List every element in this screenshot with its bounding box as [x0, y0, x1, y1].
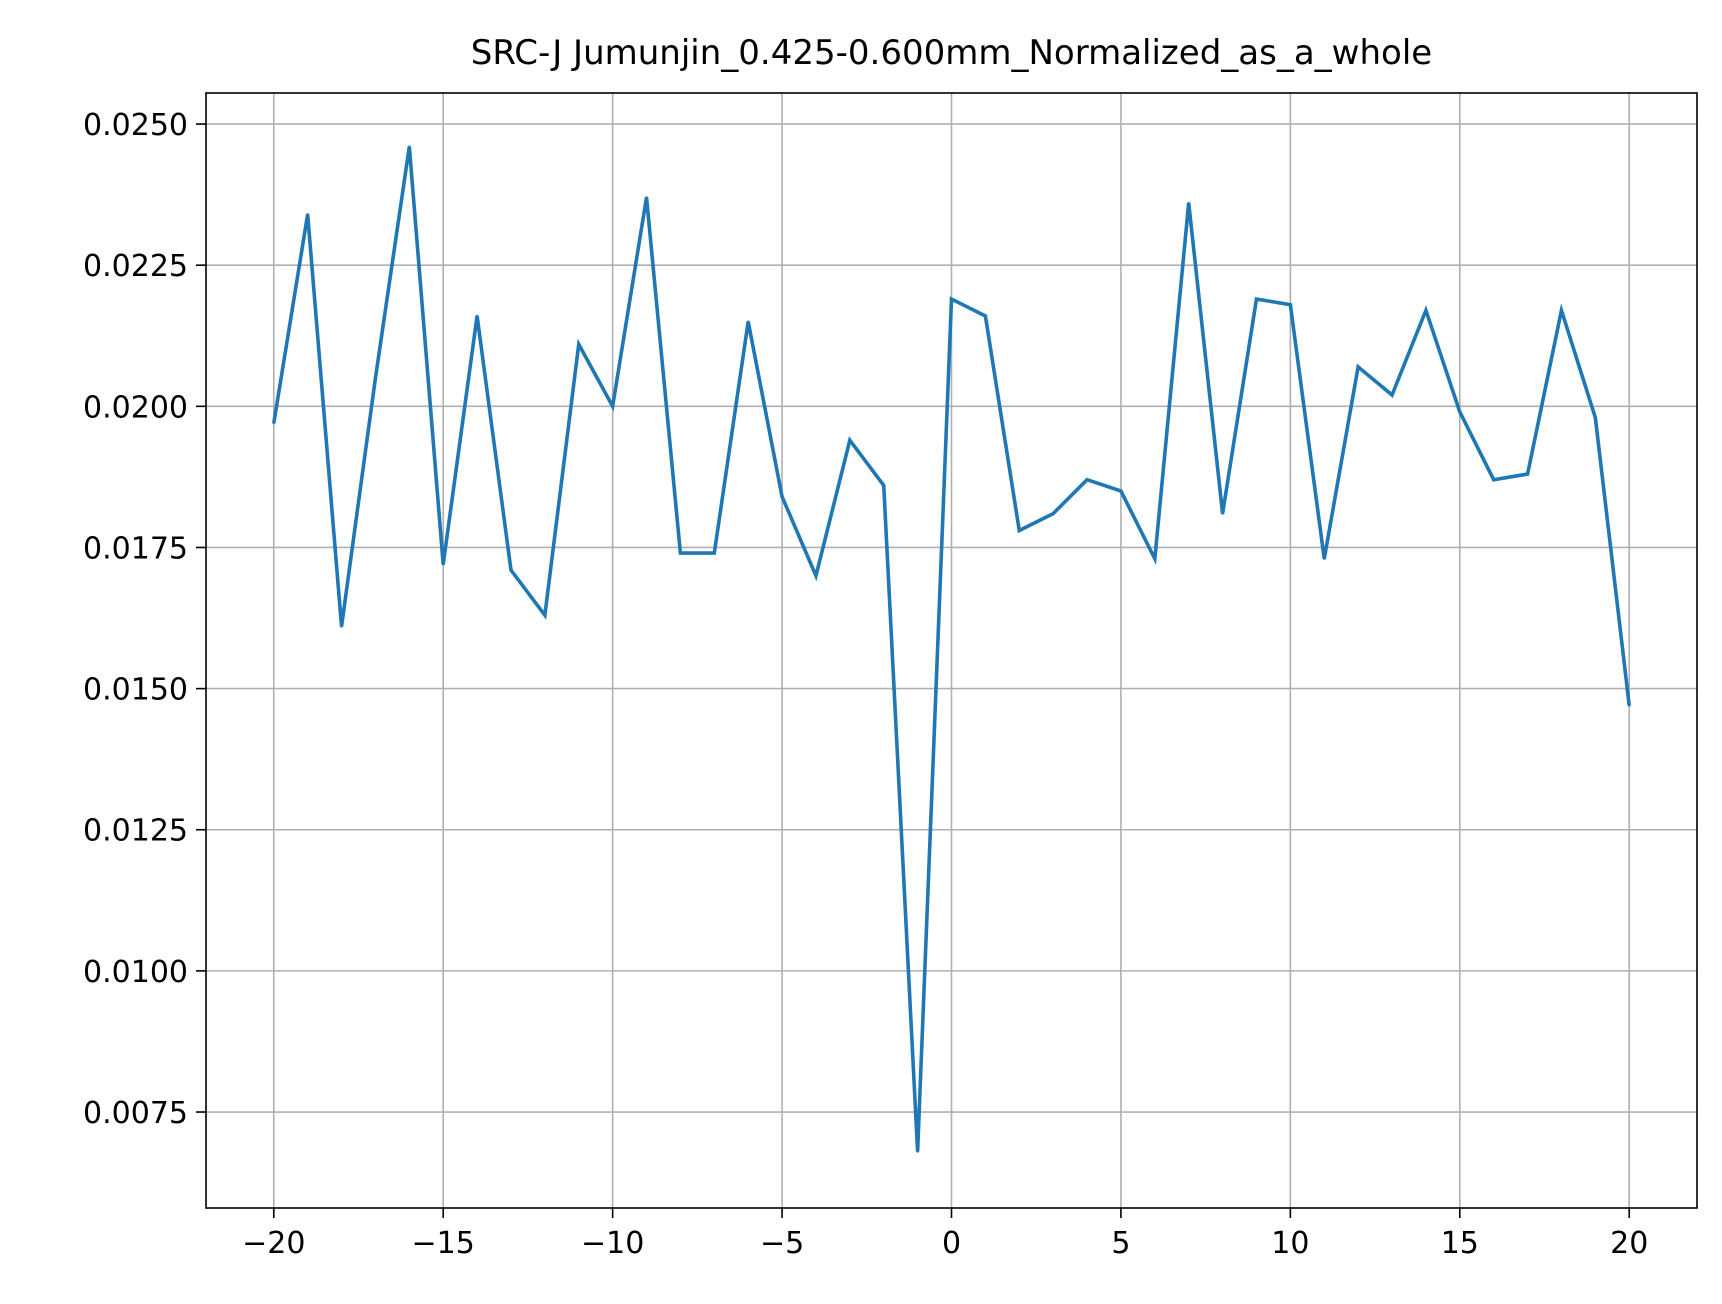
axis-ticks: −20 −15 −10 −5 0 5 10 15 20 0.0075 0.0100 0.0125 0.0…: [83, 108, 1648, 1261]
y-tick-label: 0.0200: [83, 390, 188, 425]
data-point: [1255, 297, 1258, 301]
data-point: [1187, 201, 1190, 205]
data-point: [611, 405, 614, 408]
data-point: [442, 563, 445, 566]
data-point: [1492, 478, 1495, 481]
chart-title: SRC-J Jumunjin_0.425-0.600mm_Normalized_…: [471, 33, 1432, 73]
data-point: [1526, 472, 1529, 476]
data-point: [1289, 303, 1292, 306]
data-point: [984, 314, 987, 318]
data-point: [848, 439, 852, 442]
data-point: [408, 145, 411, 148]
y-tick-label: 0.0225: [83, 249, 188, 284]
data-point: [543, 614, 547, 617]
data-point: [1594, 416, 1597, 419]
data-point: [1356, 365, 1360, 369]
data-point: [1628, 704, 1631, 707]
y-tick-label: 0.0175: [83, 531, 188, 566]
data-point: [1560, 309, 1563, 312]
y-tick-label: 0.0250: [83, 108, 188, 143]
y-tick-label: 0.0100: [83, 955, 188, 990]
x-tick-label: −5: [760, 1226, 804, 1261]
data-point: [1051, 512, 1055, 515]
x-tick-label: 0: [942, 1226, 961, 1261]
data-point: [814, 574, 818, 577]
data-point: [780, 495, 784, 498]
data-point: [916, 1150, 919, 1153]
grid-lines: [206, 93, 1697, 1208]
data-point: [374, 376, 377, 380]
x-tick-label: 20: [1610, 1226, 1648, 1261]
data-point: [1085, 478, 1089, 481]
data-point: [645, 196, 648, 199]
x-tick-label: −20: [242, 1226, 305, 1261]
data-point: [509, 568, 513, 572]
y-tick-label: 0.0125: [83, 814, 188, 849]
y-tick-label: 0.0075: [83, 1096, 188, 1131]
data-point: [340, 625, 343, 628]
x-tick-label: 5: [1111, 1226, 1130, 1261]
data-point: [950, 297, 953, 301]
data-point: [1221, 512, 1224, 515]
data-point: [882, 484, 885, 487]
data-point: [1458, 410, 1462, 414]
data-point: [1424, 309, 1428, 312]
data-point: [746, 320, 750, 323]
data-point: [713, 551, 716, 555]
y-tick-label: 0.0150: [83, 673, 188, 708]
data-point: [577, 343, 580, 346]
data-point: [1119, 489, 1123, 493]
data-point: [306, 213, 309, 216]
data-point: [1018, 529, 1021, 532]
data-point: [475, 314, 479, 318]
x-tick-label: −10: [581, 1226, 644, 1261]
data-point: [1323, 557, 1326, 560]
x-tick-label: 10: [1271, 1226, 1309, 1261]
x-tick-label: −15: [412, 1226, 475, 1261]
data-point: [1153, 557, 1157, 560]
data-point: [679, 551, 682, 555]
series-layer: [271, 145, 1632, 1153]
data-point: [1390, 393, 1394, 397]
x-tick-label: 15: [1441, 1226, 1479, 1261]
data-point: [272, 422, 275, 425]
